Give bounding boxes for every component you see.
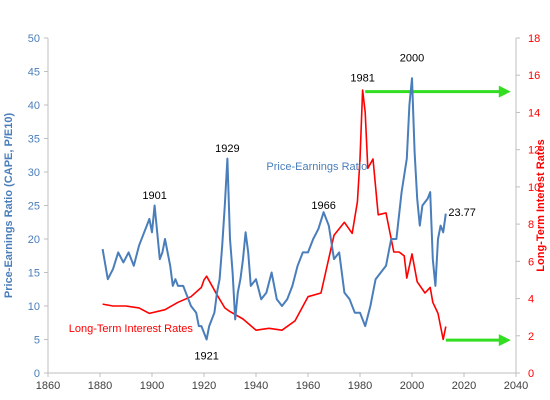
annotation-label: 1929 <box>215 143 239 155</box>
x-tick-label: 1900 <box>140 380 164 392</box>
x-tick-label: 1880 <box>88 380 112 392</box>
y2-tick-label: 0 <box>528 368 534 380</box>
annotation-label: 2000 <box>400 52 424 64</box>
y2-tick-label: 8 <box>528 219 534 231</box>
y2-tick-label: 16 <box>528 70 540 82</box>
y2-tick-label: 4 <box>528 294 534 306</box>
y-tick-label: 15 <box>28 268 40 280</box>
annotation-label: 1901 <box>142 190 166 202</box>
green-arrow-head-icon <box>498 85 511 98</box>
x-tick-label: 2040 <box>504 380 528 392</box>
y-tick-label: 35 <box>28 134 40 146</box>
y2-axis-title: Long-Term Interest Rates <box>535 139 547 271</box>
y2-tick-label: 14 <box>528 107 540 119</box>
y2-tick-label: 18 <box>528 33 540 45</box>
y-tick-label: 25 <box>28 201 40 213</box>
green-arrow-head-icon <box>498 334 511 347</box>
x-tick-label: 1960 <box>296 380 320 392</box>
y-tick-label: 50 <box>28 33 40 45</box>
y-tick-label: 20 <box>28 234 40 246</box>
x-tick-label: 2000 <box>400 380 424 392</box>
y2-tick-label: 2 <box>528 331 534 343</box>
annotation-label: 1966 <box>311 200 335 212</box>
y2-tick-label: 12 <box>528 145 540 157</box>
x-tick-label: 2020 <box>452 380 476 392</box>
series-label: Price-Earnings Ratio <box>266 161 367 173</box>
annotation-label: 1921 <box>194 351 218 363</box>
series-label: Long-Term Interest Rates <box>69 323 194 335</box>
y-tick-label: 5 <box>34 335 40 347</box>
y-tick-label: 10 <box>28 301 40 313</box>
y2-tick-label: 6 <box>528 256 534 268</box>
pe-ratio-line <box>101 77 447 341</box>
y-tick-label: 0 <box>34 368 40 380</box>
series-layer <box>101 77 447 341</box>
annotation-label: 1981 <box>350 73 374 85</box>
x-tick-label: 1940 <box>244 380 268 392</box>
ticks-layer: 1860 1880 1900 1920 1940 1960 1980 2000 2020 2040… <box>28 33 541 392</box>
x-tick-label: 1860 <box>36 380 60 392</box>
y-tick-label: 40 <box>28 100 40 112</box>
y2-tick-label: 10 <box>528 182 540 194</box>
x-tick-label: 1980 <box>348 380 372 392</box>
arrows-layer <box>365 85 511 347</box>
interest-rate-line <box>102 89 447 341</box>
y-tick-label: 45 <box>28 67 40 79</box>
y-axis-title: Price-Earnings Ratio (CAPE, P/E10) <box>3 113 15 299</box>
y-tick-label: 30 <box>28 167 40 179</box>
annotations-layer: 1901 1929 1921 1966 1981 2000 23.77 Price-Earni… <box>69 52 476 362</box>
x-tick-label: 1920 <box>192 380 216 392</box>
annotation-label: 23.77 <box>448 207 476 219</box>
